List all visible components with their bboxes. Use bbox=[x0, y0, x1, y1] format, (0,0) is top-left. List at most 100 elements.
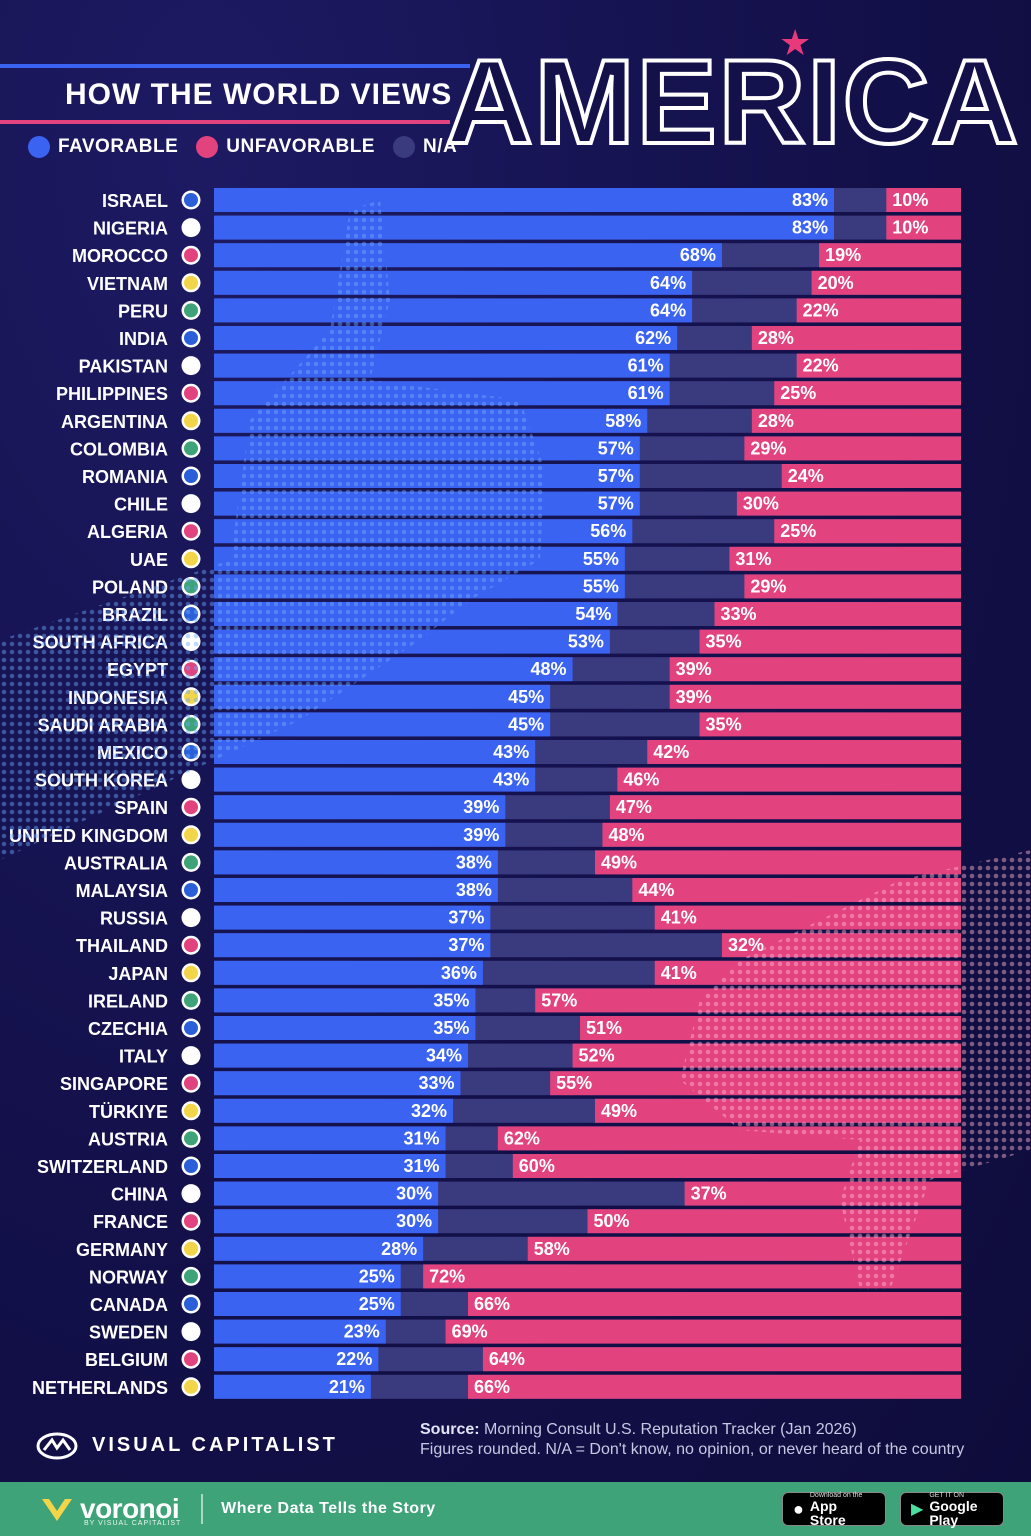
data-label-favorable: 31% bbox=[404, 1128, 440, 1148]
country-label: JAPAN bbox=[108, 964, 168, 984]
voronoi-logo[interactable]: voronoi bbox=[40, 1493, 180, 1525]
country-label: VIETNAM bbox=[87, 274, 168, 294]
bar-unfavorable bbox=[714, 602, 961, 626]
source-footnote: Figures rounded. N/A = Don't know, no op… bbox=[420, 1441, 965, 1458]
data-label-favorable: 61% bbox=[628, 356, 664, 376]
flag-icon-inner bbox=[184, 938, 198, 953]
legend-favorable: FAVORABLE bbox=[28, 136, 178, 158]
data-label-unfavorable: 32% bbox=[728, 935, 764, 955]
data-label-unfavorable: 29% bbox=[750, 438, 786, 458]
bar-favorable bbox=[214, 270, 693, 295]
flag-icon-inner bbox=[184, 827, 198, 842]
data-label-unfavorable: 49% bbox=[601, 852, 637, 872]
data-label-favorable: 37% bbox=[448, 908, 484, 928]
data-label-unfavorable: 41% bbox=[661, 908, 697, 928]
data-label-unfavorable: 33% bbox=[720, 604, 756, 624]
bar-favorable bbox=[214, 1264, 401, 1289]
decorative-hands bbox=[0, 200, 1031, 1290]
country-label: PAKISTAN bbox=[79, 357, 168, 377]
legend-swatch bbox=[392, 136, 415, 158]
app-store-label: App Store bbox=[809, 1497, 846, 1528]
country-label: NORWAY bbox=[89, 1267, 168, 1287]
tagline: Where Data Tells the Story bbox=[221, 1500, 436, 1517]
country-label: ITALY bbox=[119, 1047, 168, 1067]
flag-icon-inner bbox=[184, 386, 198, 401]
bar-unfavorable bbox=[744, 574, 961, 599]
country-label: CANADA bbox=[90, 1295, 168, 1315]
data-label-favorable: 35% bbox=[433, 990, 469, 1010]
country-label: ALGERIA bbox=[87, 522, 168, 542]
app-store-small: Download on the bbox=[809, 1491, 863, 1499]
voronoi-icon bbox=[42, 1499, 72, 1521]
data-label-favorable: 83% bbox=[792, 218, 828, 238]
flag-icon-inner bbox=[184, 551, 198, 566]
country-label: ARGENTINA bbox=[61, 412, 168, 432]
flag-icon-inner bbox=[184, 1269, 198, 1284]
legend: FAVORABLE UNFAVORABLE N/A bbox=[28, 136, 457, 158]
bar-favorable bbox=[214, 960, 483, 985]
bar-unfavorable bbox=[811, 270, 961, 295]
bar-favorable bbox=[214, 905, 491, 930]
star-icon: ★ bbox=[779, 22, 812, 63]
country-label: CZECHIA bbox=[88, 1019, 168, 1039]
data-label-unfavorable: 28% bbox=[758, 411, 794, 431]
bar-unfavorable bbox=[699, 629, 961, 654]
data-label-favorable: 57% bbox=[598, 466, 634, 486]
bar-unfavorable bbox=[886, 188, 961, 212]
data-label-favorable: 35% bbox=[433, 1018, 469, 1038]
data-label-unfavorable: 35% bbox=[706, 632, 742, 652]
bar-favorable bbox=[214, 1043, 468, 1068]
decorative-line bbox=[0, 120, 450, 124]
bar-favorable bbox=[214, 822, 506, 847]
page-title: AMERICA bbox=[444, 35, 1020, 169]
flag-icon-inner bbox=[184, 193, 198, 207]
data-label-favorable: 39% bbox=[463, 825, 499, 845]
legend-swatch bbox=[28, 136, 50, 158]
data-label-unfavorable: 22% bbox=[803, 356, 839, 376]
data-label-unfavorable: 37% bbox=[691, 1184, 727, 1204]
country-label: UAE bbox=[130, 550, 168, 570]
data-label-favorable: 58% bbox=[605, 411, 641, 431]
flag-icon-inner bbox=[184, 800, 198, 815]
data-label-favorable: 30% bbox=[396, 1211, 432, 1231]
data-label-favorable: 21% bbox=[329, 1377, 365, 1397]
bar-unfavorable bbox=[609, 795, 961, 820]
legend-unfavorable: UNFAVORABLE bbox=[196, 136, 375, 158]
data-label-favorable: 30% bbox=[396, 1184, 432, 1204]
bar-favorable bbox=[214, 988, 476, 1013]
flag-icon-inner bbox=[184, 220, 198, 235]
flag-icon-inner bbox=[184, 496, 198, 511]
country-label: SINGAPORE bbox=[60, 1074, 168, 1094]
data-label-favorable: 55% bbox=[583, 549, 619, 569]
data-label-favorable: 34% bbox=[426, 1046, 462, 1066]
data-label-unfavorable: 29% bbox=[750, 576, 786, 596]
thumbs-up-icon bbox=[0, 200, 545, 860]
data-label-favorable: 53% bbox=[568, 632, 604, 652]
data-label-unfavorable: 66% bbox=[474, 1294, 510, 1314]
bar-favorable bbox=[214, 353, 670, 378]
bar-favorable bbox=[214, 243, 722, 268]
country-label: ROMANIA bbox=[82, 467, 168, 487]
google-play-label: Google Play bbox=[929, 1497, 978, 1528]
country-label: MALAYSIA bbox=[76, 881, 168, 901]
google-play-button[interactable]: ▶ GET IT ON Google Play bbox=[900, 1492, 1004, 1528]
data-label-unfavorable: 42% bbox=[653, 742, 689, 762]
bar-favorable bbox=[214, 1154, 446, 1178]
data-label-unfavorable: 19% bbox=[825, 245, 861, 265]
bar-favorable bbox=[214, 1071, 461, 1096]
bar-unfavorable bbox=[594, 850, 961, 875]
app-store-button[interactable]: ● Download on the App Store bbox=[782, 1491, 886, 1528]
flag-icon-inner bbox=[184, 1048, 198, 1063]
legend-label: N/A bbox=[422, 136, 458, 157]
bar-unfavorable bbox=[669, 657, 961, 682]
data-label-unfavorable: 50% bbox=[594, 1211, 630, 1231]
country-label: SWEDEN bbox=[89, 1323, 168, 1343]
data-label-unfavorable: 55% bbox=[556, 1073, 592, 1093]
data-label-favorable: 61% bbox=[628, 383, 664, 403]
data-label-favorable: 37% bbox=[448, 935, 484, 955]
bar-favorable bbox=[214, 1347, 379, 1372]
data-label-unfavorable: 31% bbox=[735, 549, 771, 569]
country-label: SWITZERLAND bbox=[37, 1157, 168, 1177]
flag-icon-inner bbox=[184, 883, 198, 897]
